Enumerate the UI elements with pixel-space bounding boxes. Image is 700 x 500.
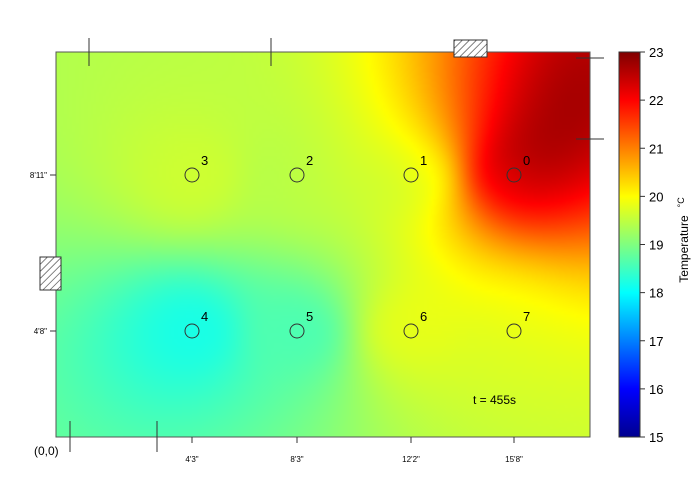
sensor-circle: [289, 167, 305, 183]
wall-markers: [69, 38, 604, 452]
colorbar-tick-label: 15: [649, 430, 663, 445]
plot-frame: [55, 51, 591, 438]
time-label: t = 455s: [473, 393, 516, 407]
sensor-6: 6: [403, 309, 427, 339]
temperature-heatmap: [56, 52, 590, 437]
sensor-label: 0: [523, 153, 530, 168]
x-tick-label: 4'3": [185, 455, 198, 464]
colorbar-tick-label: 17: [649, 334, 663, 349]
y-axis-ticks: 8'11" 4'8": [30, 171, 56, 336]
sensor-circle: [506, 167, 522, 183]
x-tick-label: 8'3": [290, 455, 303, 464]
sensor-label: 3: [201, 153, 208, 168]
sensor-0: 0: [506, 153, 530, 183]
x-axis-ticks: 4'3" 8'3" 12'2" 15'8": [185, 437, 523, 464]
colorbar: [618, 51, 641, 438]
colorbar-tick-label: 23: [649, 45, 663, 60]
sensor-1: 1: [403, 153, 427, 183]
colorbar-label: Temperature°C: [676, 197, 691, 283]
colorbar-tick-label: 19: [649, 238, 663, 253]
sensor-7: 7: [506, 309, 530, 339]
sensor-label: 7: [523, 309, 530, 324]
origin-label: (0,0): [34, 444, 59, 458]
sensor-circle: [506, 323, 522, 339]
sensor-circle: [184, 323, 200, 339]
sensor-3: 3: [184, 153, 208, 183]
sensor-markers: 0 1 2 3 4 5 6 7: [184, 153, 530, 339]
sensor-circle: [289, 323, 305, 339]
sensor-label: 2: [306, 153, 313, 168]
door-left: [39, 256, 62, 291]
sensor-circle: [403, 167, 419, 183]
colorbar-tick-label: 16: [649, 382, 663, 397]
sensor-label: 5: [306, 309, 313, 324]
x-tick-label: 15'8": [505, 455, 523, 464]
colorbar-tick-label: 20: [649, 189, 663, 204]
window-top: [453, 39, 488, 58]
colorbar-tick-label: 21: [649, 141, 663, 156]
colorbar-tick-label: 22: [649, 93, 663, 108]
colorbar-tick-label: 18: [649, 286, 663, 301]
sensor-label: 1: [420, 153, 427, 168]
sensor-circle: [403, 323, 419, 339]
sensor-label: 6: [420, 309, 427, 324]
x-tick-label: 12'2": [402, 455, 420, 464]
sensor-4: 4: [184, 309, 208, 339]
sensor-5: 5: [289, 309, 313, 339]
y-tick-label: 8'11": [30, 171, 47, 180]
sensor-label: 4: [201, 309, 208, 324]
sensor-circle: [184, 167, 200, 183]
sensor-2: 2: [289, 153, 313, 183]
y-tick-label: 4'8": [34, 327, 47, 336]
colorbar-ticks: 15 16 17 18 19 20 21 22 23: [640, 45, 663, 445]
